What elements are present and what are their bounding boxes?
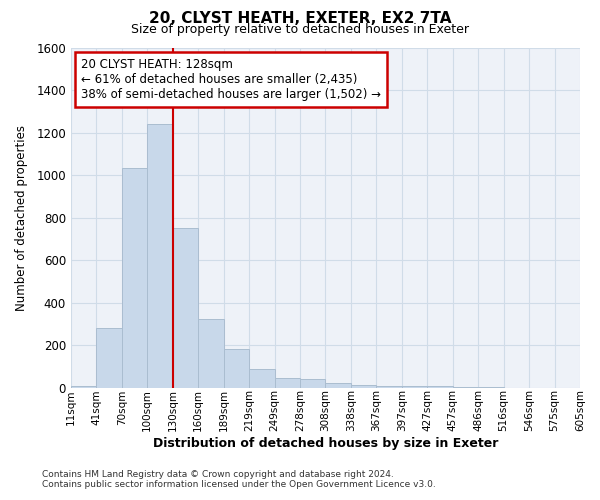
Bar (198, 319, 224, 388)
Text: Size of property relative to detached houses in Exeter: Size of property relative to detached ho… (131, 22, 469, 36)
Bar (173, 228, 198, 388)
Bar (376, 386, 402, 388)
Bar (148, 124, 173, 388)
Bar (71, 386, 97, 388)
X-axis label: Distribution of detached houses by size in Exeter: Distribution of detached houses by size … (153, 437, 498, 450)
Bar (427, 386, 453, 388)
Bar (224, 348, 249, 388)
Bar (478, 387, 503, 388)
Bar (249, 369, 275, 388)
Y-axis label: Number of detached properties: Number of detached properties (15, 124, 28, 310)
Bar (402, 386, 427, 388)
Text: 20 CLYST HEATH: 128sqm
← 61% of detached houses are smaller (2,435)
38% of semi-: 20 CLYST HEATH: 128sqm ← 61% of detached… (81, 58, 381, 100)
Bar (351, 385, 376, 388)
Bar (300, 380, 325, 388)
Text: 20, CLYST HEATH, EXETER, EX2 7TA: 20, CLYST HEATH, EXETER, EX2 7TA (149, 11, 451, 26)
Bar (122, 168, 148, 388)
Bar (325, 383, 351, 388)
Text: Contains HM Land Registry data © Crown copyright and database right 2024.
Contai: Contains HM Land Registry data © Crown c… (42, 470, 436, 489)
Bar (275, 378, 300, 388)
Bar (97, 328, 122, 388)
